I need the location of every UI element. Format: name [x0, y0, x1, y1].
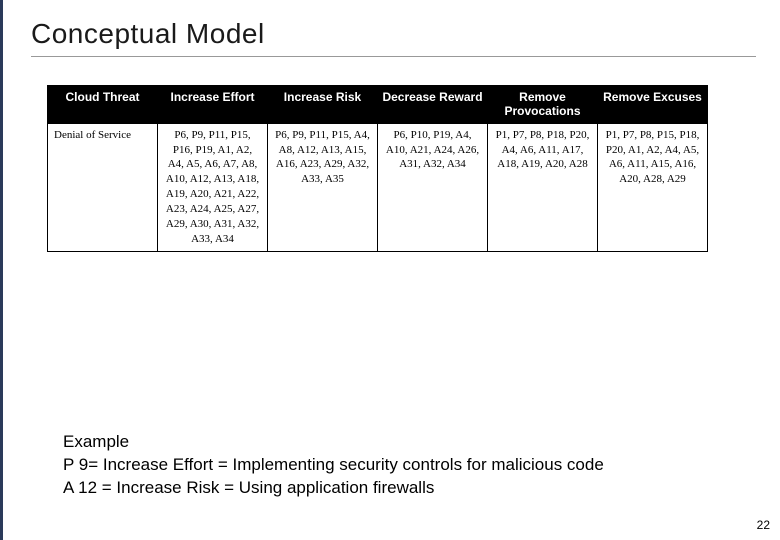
page-number: 22	[757, 518, 770, 532]
th-cloud-threat: Cloud Threat	[48, 86, 158, 124]
cell-decrease-reward: P6, P10, P19, A4, A10, A21, A24, A26, A3…	[378, 123, 488, 251]
example-heading: Example	[63, 431, 604, 454]
cell-increase-risk: P6, P9, P11, P15, A4, A8, A12, A13, A15,…	[268, 123, 378, 251]
slide-title: Conceptual Model	[31, 18, 756, 50]
cell-remove-provocations: P1, P7, P8, P18, P20, A4, A6, A11, A17, …	[488, 123, 598, 251]
cell-increase-effort: P6, P9, P11, P15, P16, P19, A1, A2, A4, …	[158, 123, 268, 251]
th-decrease-reward: Decrease Reward	[378, 86, 488, 124]
th-increase-risk: Increase Risk	[268, 86, 378, 124]
title-underline	[31, 56, 756, 57]
th-remove-provocations: Remove Provocations	[488, 86, 598, 124]
th-remove-excuses: Remove Excuses	[598, 86, 708, 124]
example-line-1: P 9= Increase Effort = Implementing secu…	[63, 454, 604, 477]
slide: Conceptual Model Cloud Threat Increase E…	[0, 0, 780, 540]
example-line-2: A 12 = Increase Risk = Using application…	[63, 477, 604, 500]
table-header-row: Cloud Threat Increase Effort Increase Ri…	[48, 86, 708, 124]
th-increase-effort: Increase Effort	[158, 86, 268, 124]
row-label: Denial of Service	[48, 123, 158, 251]
cell-remove-excuses: P1, P7, P8, P15, P18, P20, A1, A2, A4, A…	[598, 123, 708, 251]
table-row: Denial of Service P6, P9, P11, P15, P16,…	[48, 123, 708, 251]
example-block: Example P 9= Increase Effort = Implement…	[63, 431, 604, 500]
conceptual-model-table: Cloud Threat Increase Effort Increase Ri…	[47, 85, 708, 252]
